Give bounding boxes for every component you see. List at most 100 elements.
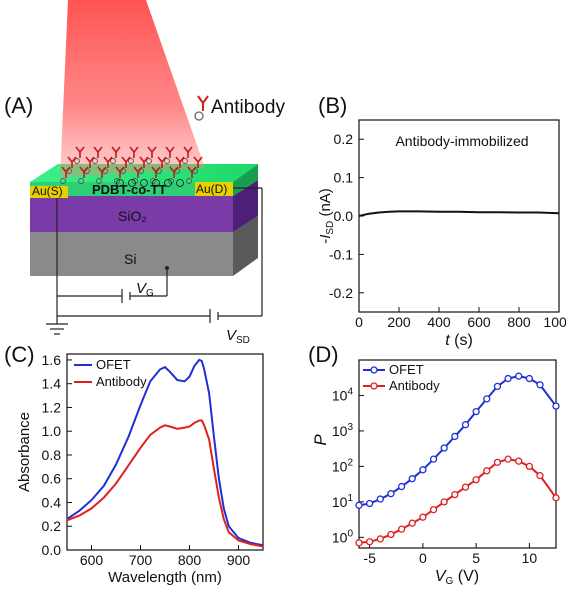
substrate-label: Si [124, 251, 136, 267]
data-point [504, 455, 512, 463]
antibody-glyph [146, 146, 157, 164]
antibody-glyph [156, 156, 167, 174]
y-tick-label: 0.8 [42, 447, 62, 463]
legend-label: Antibody [96, 374, 147, 389]
legend-label: OFET [389, 362, 424, 377]
y-tick-label: 0.4 [42, 494, 62, 510]
vsd-label: VSD [226, 327, 250, 346]
data-point [397, 525, 406, 533]
data-point [525, 462, 534, 471]
antibody-glyph [120, 156, 131, 174]
data-point [429, 506, 438, 514]
y-tick-label: 0.0 [42, 542, 62, 558]
x-tick-label: 0 [355, 314, 363, 330]
hole-charge-icon [140, 179, 148, 187]
data-point [536, 381, 544, 389]
y-tick-label: 1.2 [42, 399, 62, 415]
data-point [515, 372, 523, 380]
data-point [355, 501, 363, 509]
data-point [461, 421, 470, 429]
legend-marker [370, 382, 378, 390]
data-point [552, 402, 560, 410]
antibody-glyph [150, 166, 161, 184]
sio2-front [30, 196, 233, 232]
data-point [504, 374, 512, 383]
data-point [472, 476, 480, 484]
hole-charge-icon [164, 179, 172, 187]
x-tick-label: 700 [129, 552, 153, 568]
data-point [365, 499, 374, 508]
data-point [387, 530, 395, 539]
y-tick-label: 0.2 [42, 518, 62, 534]
antibody-glyph [168, 166, 179, 184]
antibody-glyph [102, 156, 113, 174]
x-tick-label: 900 [227, 552, 251, 568]
circuit [46, 187, 263, 335]
antibody-glyph [174, 156, 185, 174]
legend-marker [370, 366, 378, 374]
antibody-glyph [96, 166, 107, 184]
x-tick-label: 800 [178, 552, 202, 568]
vg-label: VG [136, 280, 154, 299]
hole-charge-icon [116, 179, 124, 187]
sio2-side [233, 180, 258, 232]
data-point [440, 444, 448, 452]
oxide-label: SiO₂ [118, 208, 147, 224]
x-tick-label: 5 [472, 550, 480, 566]
x-tick-label: 600 [467, 314, 491, 330]
drain-label: Au(D) [196, 182, 227, 196]
polymer-label: PDBT-co-TT [92, 182, 166, 197]
y-tick-label: 0.2 [334, 131, 354, 147]
series-line-ofet [66, 358, 264, 547]
x-tick-label: 0 [419, 550, 427, 566]
data-point [397, 482, 406, 491]
data-point [408, 475, 416, 483]
panel-c-label: (C) [4, 342, 35, 367]
source-label: Au(S) [32, 184, 63, 198]
data-point [429, 455, 438, 463]
panel-a-label: (A) [4, 93, 33, 118]
antibody-glyph [110, 146, 121, 164]
legend-label: Antibody [389, 378, 440, 393]
data-point [451, 432, 459, 441]
y-tick-label: -0.1 [329, 246, 353, 262]
x-tick-label: 200 [387, 314, 411, 330]
antibody-legend-icon [194, 95, 209, 121]
data-point [419, 513, 427, 521]
data-point [365, 538, 374, 546]
y-tick-label: -0.2 [329, 285, 353, 301]
data-point [376, 495, 384, 503]
series-line-ofet [358, 375, 557, 507]
data-point [472, 407, 480, 416]
data-point [552, 494, 560, 502]
panel-a: (A) Au(S) Au(D) PDBT-co-TT SiO₂ Si [4, 0, 285, 346]
data-point [525, 374, 534, 383]
x-axis-label: t (s) [445, 332, 473, 349]
antibody-glyph [182, 146, 193, 164]
y-tick-label: 0.1 [334, 170, 354, 186]
y-axis-label: P [311, 434, 330, 446]
series-line-antibody [358, 458, 557, 544]
x-tick-label: 800 [507, 314, 531, 330]
plot-frame [66, 353, 264, 551]
x-tick-label: -5 [363, 550, 376, 566]
antibody-glyph [74, 146, 85, 164]
data-point [376, 535, 384, 543]
x-tick-label: 400 [427, 314, 451, 330]
x-axis-label: Wavelength (nm) [108, 569, 222, 586]
x-axis-label: VG (V) [435, 568, 479, 587]
source-electrode [30, 186, 68, 198]
annotation-text: Antibody-immobilized [395, 133, 528, 149]
data-point [493, 458, 502, 467]
y-tick-label: 0.6 [42, 471, 62, 487]
hole-charge-icon [152, 179, 160, 187]
antibody-glyph [128, 146, 139, 164]
light-beam [60, 0, 205, 178]
y-axis-label: -ISD (nA) [317, 188, 336, 244]
antibody-glyph [186, 166, 197, 184]
panel-c: (C) 600 700 800 900 0.0 0.2 0.4 0.6 0.8 1.0 1.2 1.4… [4, 342, 264, 586]
data-point [483, 395, 491, 403]
drain-electrode [195, 182, 233, 196]
